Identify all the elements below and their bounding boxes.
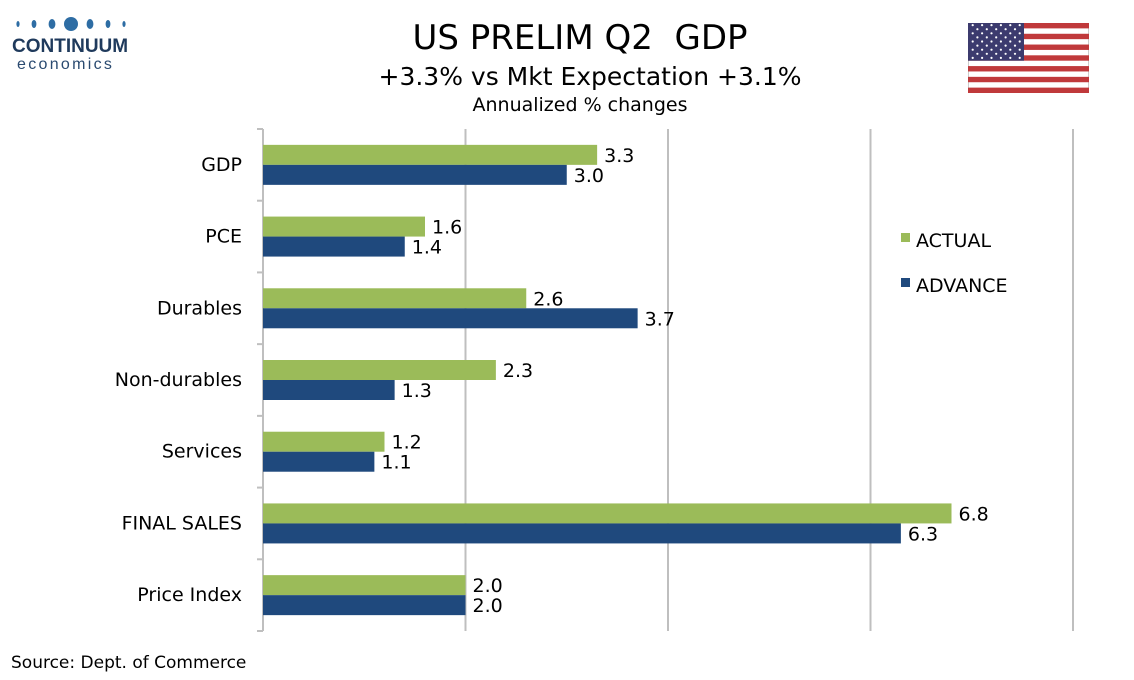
legend-swatch-advance	[901, 278, 910, 287]
value-label: 1.6	[432, 217, 462, 239]
legend-label-actual: ACTUAL	[916, 230, 991, 252]
bar-actual	[263, 431, 385, 452]
value-label: 1.1	[381, 452, 411, 474]
category-label: GDP	[201, 154, 242, 176]
bar-actual	[263, 360, 496, 380]
value-label: 3.3	[604, 145, 634, 167]
logo-line-economics: economics	[17, 56, 115, 73]
legend-label-advance: ADVANCE	[916, 275, 1008, 297]
source-note: Source: Dept. of Commerce	[11, 653, 247, 673]
bar-actual	[263, 575, 466, 596]
bar-actual	[263, 503, 952, 524]
logo-dots-icon	[16, 17, 126, 31]
bar-actual	[263, 288, 527, 309]
bar-advance	[263, 164, 567, 185]
bar-advance	[263, 236, 405, 257]
chart-note: Annualized % changes	[472, 94, 688, 116]
category-label: PCE	[205, 226, 242, 248]
value-label: 3.0	[574, 165, 604, 187]
value-label: 2.0	[473, 575, 503, 597]
value-label: 1.2	[392, 432, 422, 454]
category-label: Durables	[157, 297, 242, 319]
value-label: 2.6	[533, 288, 563, 310]
chart-subtitle: +3.3% vs Mkt Expectation +3.1%	[378, 62, 802, 91]
category-label: Services	[162, 441, 242, 463]
legend-swatch-actual	[901, 233, 910, 242]
value-label: 3.7	[645, 308, 675, 330]
value-label: 2.3	[503, 360, 533, 382]
us-flag-icon	[967, 22, 1090, 94]
bar-actual	[263, 144, 598, 165]
value-label: 6.3	[908, 523, 938, 545]
value-label: 6.8	[959, 503, 989, 525]
bar-advance	[263, 451, 375, 472]
bar-advance	[263, 523, 901, 544]
bar-advance	[263, 595, 466, 616]
chart-title: US PRELIM Q2 GDP	[412, 18, 748, 58]
category-label: Price Index	[137, 584, 242, 606]
bar-advance	[263, 380, 395, 400]
category-label: FINAL SALES	[122, 512, 242, 534]
value-label: 2.0	[473, 595, 503, 617]
bar-actual	[263, 216, 425, 237]
continuum-economics-logo: CONTINUUM economics	[12, 14, 142, 76]
category-label: Non-durables	[115, 369, 242, 391]
bar-advance	[263, 308, 638, 329]
logo-line-continuum: CONTINUUM	[12, 36, 129, 57]
value-label: 1.3	[402, 380, 432, 402]
value-label: 1.4	[412, 237, 442, 259]
